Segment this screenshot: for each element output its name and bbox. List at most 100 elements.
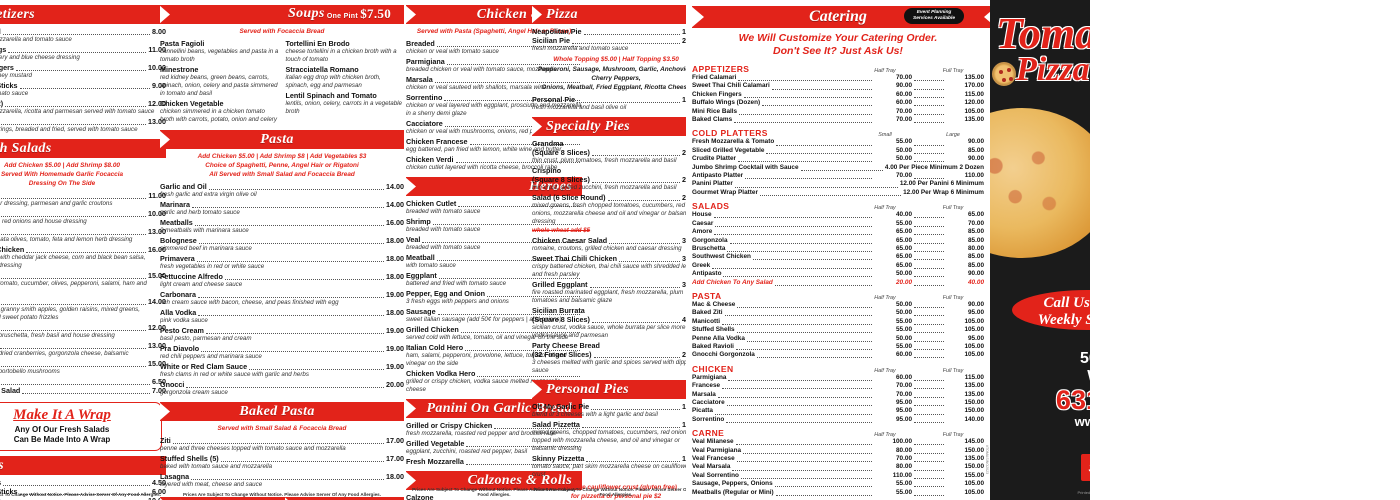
- menu-row: Mozzarella Sticks 6.00: [0, 487, 166, 496]
- menu-row: Gnocci 20.00: [160, 380, 404, 389]
- leader-dots: [734, 117, 872, 124]
- item-description: fresh mozzarella and tomato sauce: [532, 45, 629, 52]
- catering-row: Mac & Cheese 50.00 90.00: [692, 301, 984, 309]
- menu-row: Chicken Caesar Salad 31.00: [532, 236, 700, 245]
- item-description: chicken cutlet layered with ricotta chee…: [406, 164, 558, 171]
- item-price: 19.00: [386, 344, 404, 353]
- item-description: thin crust, grilled zucchini, fresh mozz…: [532, 184, 677, 191]
- doordash-link[interactable]: DOORDASH: [990, 435, 1090, 447]
- leader-dots: [438, 273, 580, 279]
- item-name: Calzone: [406, 493, 434, 500]
- leader-dots-2: [914, 352, 944, 359]
- item-name: Veal Parmigiana: [692, 446, 742, 454]
- section-name: CARNE: [692, 428, 725, 439]
- item-price-full: 150.00: [964, 407, 984, 415]
- item-price: 12.00: [148, 99, 166, 108]
- slice-link[interactable]: SLICE: [1080, 454, 1090, 481]
- item-description: pink vodka sauce: [160, 317, 208, 324]
- salads-note-2: Served With Homemade Garlic Focaccia Dres…: [0, 171, 124, 187]
- item-name: Sicilian Pie: [532, 36, 570, 45]
- item-description: eggplant, zucchini, roasted red pepper, …: [406, 448, 528, 455]
- item-price: 17.00: [386, 454, 404, 463]
- menu-row: Meatballs 16.00: [160, 218, 404, 227]
- item-description: mixed greens, bruschetta, fresh basil an…: [0, 332, 115, 339]
- menu-row: Grilled Eggplant 31.00: [532, 280, 700, 289]
- item-price-half: 95.00: [896, 399, 912, 406]
- item-name: Meatball: [406, 253, 435, 262]
- item-name: Antipasto Platter: [692, 172, 744, 180]
- item-name: Meatballs: [160, 218, 193, 227]
- catering-row: Antipasto 50.00 90.00: [692, 270, 984, 278]
- item-price: 4.50: [152, 478, 166, 487]
- leader-dots: [717, 392, 872, 398]
- item-price: 16.00: [148, 245, 166, 254]
- leader-dots: [220, 456, 384, 462]
- item-name: Italian Cold Hero: [406, 343, 464, 352]
- item-price: 15.00: [148, 271, 166, 280]
- item-description: fresh garlic and extra virgin olive oil: [160, 191, 257, 198]
- menu-column-soups-pasta: Soups One Pint $7.50 Served with Focacci…: [160, 0, 404, 500]
- section-banner: Eggplant: [284, 497, 404, 500]
- banner-notch: [406, 5, 416, 24]
- item-name: Meatballs (Regular or Mini): [692, 488, 774, 496]
- item-name: Chicken Francese: [406, 137, 468, 146]
- leader-dots-2: [914, 92, 944, 98]
- tray-label-2: Full Tray: [942, 432, 964, 439]
- leader-dots: [191, 474, 384, 480]
- item-price-full: 40.00: [968, 278, 984, 286]
- leader-dots: [194, 220, 384, 226]
- section-name: APPETIZERS: [692, 64, 750, 74]
- item-price-half: 65.00: [896, 236, 912, 244]
- leader-dots: [2, 29, 150, 35]
- item-price-half: 65.00: [896, 253, 912, 261]
- item-price-full: 105.00: [964, 107, 984, 115]
- leader-dots: [249, 364, 384, 370]
- item-name: Stuffed Shells (5): [160, 454, 219, 463]
- item-price: 18.00: [386, 254, 404, 263]
- website-url[interactable]: www.Tomasinas.com: [1074, 414, 1090, 429]
- item-description: thin crust, plum tomatoes, fresh mozzare…: [532, 157, 677, 164]
- item-name: Francese: [692, 382, 721, 390]
- leader-dots-2: [914, 490, 944, 496]
- item-price-full: 150.00: [964, 399, 984, 406]
- catering-row: Bruschetta 65.00 80.00: [692, 245, 984, 253]
- leader-dots-2: [914, 156, 944, 163]
- leader-dots: [714, 229, 872, 236]
- menu-row: Calamari 13.00: [0, 117, 166, 126]
- leader-dots: [581, 422, 680, 428]
- item-name: Neapolitan Pie: [532, 27, 582, 36]
- item-name: Manicotti: [692, 317, 721, 325]
- item-name: Eggplant: [406, 271, 437, 280]
- leader-dots: [775, 490, 872, 496]
- tray-label-2: Full Tray: [942, 205, 964, 212]
- leader-dots: [724, 310, 872, 317]
- leader-dots: [726, 417, 872, 423]
- pasta-note: Add Chicken $5.00 | Add Shrimp $8 | Add …: [197, 153, 367, 178]
- item-price-full: 135.00: [964, 455, 984, 463]
- menu-row: Veal: [406, 235, 582, 244]
- catering-title: Catering: [809, 8, 867, 25]
- item-name: Skinny Pizzetta: [532, 454, 585, 463]
- leader-dots: [8, 47, 147, 53]
- catering-subtitle: We Will Customize Your Catering Order. Do…: [738, 32, 938, 57]
- leader-dots-2: [914, 375, 944, 381]
- leader-dots-2: [914, 246, 944, 253]
- leader-dots: [712, 263, 872, 269]
- menu-row: Carbonara 19.00: [160, 290, 404, 299]
- item-name: Sausage: [406, 307, 436, 316]
- item-price-full: 115.00: [964, 90, 984, 98]
- soups-note: Served with Focaccia Bread: [239, 28, 325, 35]
- leader-dots-2: [914, 481, 944, 488]
- tray-label-1: Half Tray: [874, 294, 896, 301]
- item-name: Onion Rings: [0, 496, 1, 500]
- leader-dots: [736, 327, 872, 334]
- section-name: CHICKEN: [692, 363, 734, 374]
- leader-dots-2: [914, 109, 944, 115]
- catering-row: Caesar 55.00 70.00: [692, 220, 984, 228]
- phone-number[interactable]: 631-587-7777: [1055, 385, 1090, 415]
- item-name: Party Cheese Bread: [532, 341, 600, 350]
- menu-row: Onion Rings 10.00: [0, 496, 166, 500]
- item-description: layered with meat, cheese and sauce: [160, 481, 263, 488]
- item-price-note: 12.00 Per Wrap 6 Minimum: [903, 188, 984, 196]
- item-description: served with tomato sauce: [0, 90, 29, 97]
